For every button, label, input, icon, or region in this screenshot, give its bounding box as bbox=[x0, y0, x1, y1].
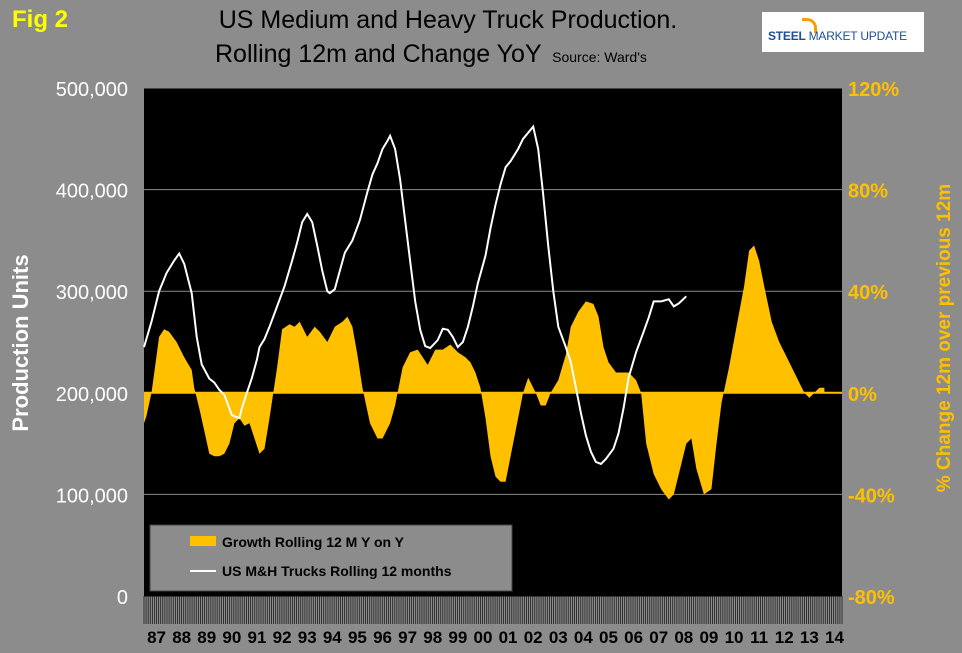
trucks-series bbox=[143, 124, 687, 466]
x-tick-label: 11 bbox=[750, 628, 768, 647]
x-tick-label: 10 bbox=[725, 628, 744, 647]
left-tick-label: 0 bbox=[117, 587, 128, 609]
y-axis-label-right: % Change 12m over previous 12m bbox=[934, 184, 955, 492]
logo-text: STEEL MARKET UPDATE bbox=[768, 29, 907, 43]
right-tick-label: 80% bbox=[848, 181, 888, 203]
left-tick-label: 300,000 bbox=[56, 282, 128, 304]
x-tick-label: 03 bbox=[549, 628, 568, 647]
x-tick-label: 09 bbox=[699, 628, 718, 647]
chart-title: US Medium and Heavy Truck Production. bbox=[218, 6, 678, 34]
legend-label-trucks: US M&H Trucks Rolling 12 months bbox=[222, 563, 452, 579]
left-tick-label: 200,000 bbox=[56, 384, 128, 406]
legend-label-growth: Growth Rolling 12 M Y on Y bbox=[222, 534, 405, 550]
right-tick-label: 0% bbox=[848, 384, 877, 406]
x-tick-label: 98 bbox=[423, 628, 442, 647]
right-tick-label: 40% bbox=[848, 282, 888, 304]
x-tick-label: 91 bbox=[248, 628, 267, 647]
left-tick-label: 400,000 bbox=[56, 181, 128, 203]
figure-label: Fig 2 bbox=[12, 6, 69, 33]
right-axis-ticks: -80% -40% 0% 40% 80% 120% bbox=[848, 79, 899, 609]
x-axis: 87 88 89 90 91 92 93 94 95 96 97 98 99 00 01 02 03 04 05 06… bbox=[143, 595, 844, 647]
chart-source: Source: Ward's bbox=[552, 49, 647, 65]
chart-subtitle-text: Rolling 12m and Change YoY bbox=[215, 40, 542, 68]
x-tick-label: 01 bbox=[499, 628, 518, 647]
x-tick-label: 02 bbox=[524, 628, 543, 647]
x-tick-label: 97 bbox=[398, 628, 417, 647]
left-tick-label: 100,000 bbox=[56, 485, 128, 507]
legend: Growth Rolling 12 M Y on Y US M&H Trucks … bbox=[149, 524, 513, 592]
x-tick-label: 95 bbox=[348, 628, 367, 647]
x-tick-label: 93 bbox=[298, 628, 317, 647]
x-tick-label: 99 bbox=[448, 628, 467, 647]
steel-market-update-logo: STEEL MARKET UPDATE bbox=[762, 12, 924, 52]
right-tick-label: 120% bbox=[848, 79, 899, 101]
legend-swatch-growth bbox=[190, 536, 216, 546]
right-tick-label: -40% bbox=[848, 485, 895, 507]
x-tick-label: 14 bbox=[825, 628, 844, 647]
x-tick-label: 12 bbox=[775, 628, 794, 647]
x-tick-label: 87 bbox=[147, 628, 166, 647]
left-tick-label: 500,000 bbox=[56, 79, 128, 101]
x-tick-label: 89 bbox=[197, 628, 216, 647]
x-tick-label: 06 bbox=[624, 628, 643, 647]
trucks-line bbox=[143, 124, 687, 466]
x-tick-label: 05 bbox=[599, 628, 618, 647]
x-tick-label: 92 bbox=[273, 628, 292, 647]
growth-area bbox=[144, 245, 825, 500]
x-tick-label: 90 bbox=[222, 628, 241, 647]
x-tick-label: 13 bbox=[800, 628, 819, 647]
right-tick-label: -80% bbox=[848, 587, 895, 609]
x-tick-label: 08 bbox=[674, 628, 693, 647]
x-tick-label: 96 bbox=[373, 628, 392, 647]
y-axis-label-left: Production Units bbox=[8, 254, 33, 431]
logo-word-market-update: MARKET UPDATE bbox=[808, 29, 908, 43]
growth-series bbox=[144, 245, 825, 500]
x-tick-label: 04 bbox=[574, 628, 593, 647]
x-tick-label: 88 bbox=[172, 628, 191, 647]
x-tick-label: 07 bbox=[649, 628, 668, 647]
logo-word-steel: STEEL bbox=[768, 29, 806, 43]
left-axis-ticks: 0 100,000 200,000 300,000 400,000 500,000 bbox=[56, 79, 128, 609]
x-tick-label: 94 bbox=[323, 628, 342, 647]
plot-area bbox=[144, 88, 842, 596]
logo-arc-icon bbox=[802, 18, 817, 33]
x-tick-label: 00 bbox=[473, 628, 492, 647]
chart-subtitle: Rolling 12m and Change YoY Source: Ward'… bbox=[215, 40, 647, 69]
